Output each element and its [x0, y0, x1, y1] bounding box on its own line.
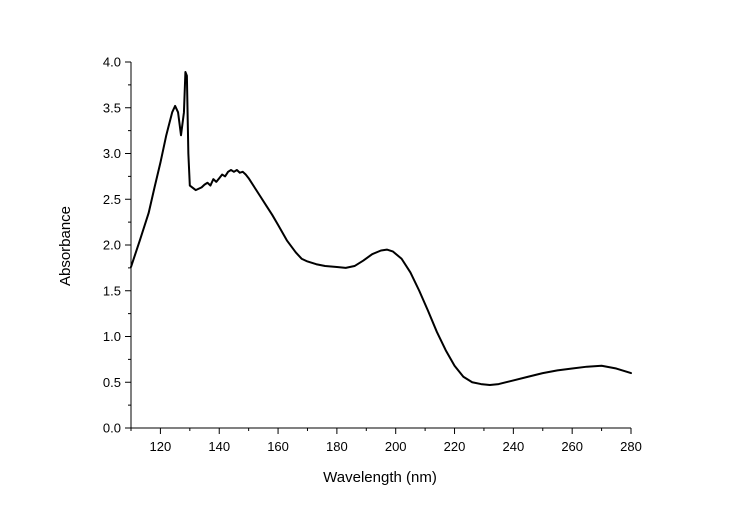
x-tick-label: 260: [561, 439, 583, 454]
x-tick-label: 240: [503, 439, 525, 454]
y-tick-label: 1.0: [103, 329, 121, 344]
x-axis-ticks: 120 140 160 180 200 220 240 260 280: [130, 428, 642, 454]
y-tick-label: 2.0: [103, 238, 121, 253]
x-tick-label: 200: [385, 439, 407, 454]
series-layer: [130, 71, 632, 386]
x-tick-label: 160: [267, 439, 289, 454]
x-axis-title: Wavelength (nm): [323, 469, 437, 486]
series-line-0: [130, 71, 632, 386]
y-tick-label: 3.0: [103, 146, 121, 161]
y-tick-label: 0.5: [103, 375, 121, 390]
y-tick-label: 2.5: [103, 192, 121, 207]
y-axis-title: Absorbance: [57, 206, 74, 286]
x-tick-label: 220: [444, 439, 466, 454]
y-axis-ticks: 0.0 0.5 1.0 1.5 2.0 2.5 3.0 3.5 4.0: [103, 55, 131, 436]
y-tick-label: 0.0: [103, 421, 121, 436]
y-tick-label: 1.5: [103, 283, 121, 298]
y-tick-label: 4.0: [103, 55, 121, 70]
x-tick-label: 120: [150, 439, 172, 454]
x-tick-label: 140: [208, 439, 230, 454]
x-tick-label: 280: [620, 439, 642, 454]
chart-axes: [130, 62, 631, 429]
x-tick-label: 180: [326, 439, 348, 454]
y-tick-label: 3.5: [103, 100, 121, 115]
